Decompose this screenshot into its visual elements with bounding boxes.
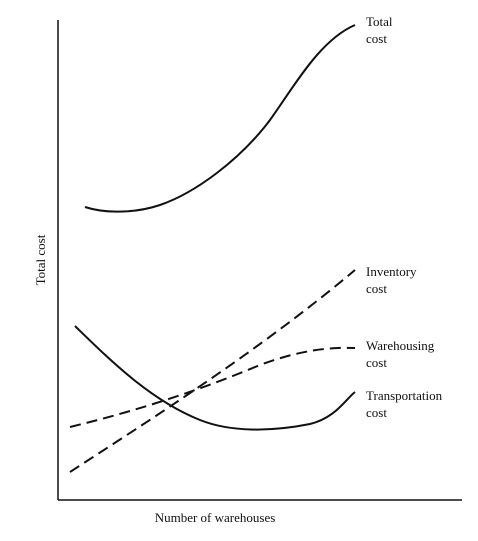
curve-label: Warehousing cost — [366, 338, 435, 370]
curve-label-line: cost — [366, 281, 387, 296]
curve-label-line: cost — [366, 31, 387, 46]
curve-label-line: Transportation — [366, 388, 443, 403]
curve-label: Transportation cost — [366, 388, 443, 420]
y-axis-label: Total cost — [33, 234, 48, 285]
curve-label-line: cost — [366, 405, 387, 420]
total-cost-curve — [84, 24, 356, 213]
transportation-cost-curve — [74, 325, 356, 431]
curve-label-line: Warehousing — [366, 338, 435, 353]
curve-label: Total cost — [366, 14, 393, 46]
x-axis-label: Number of warehouses — [155, 510, 276, 525]
warehousing-cost-curve — [69, 346, 356, 428]
curve-label-line: Inventory — [366, 264, 417, 279]
curve-label-line: cost — [366, 355, 387, 370]
curve-label-line: Total — [366, 14, 393, 29]
inventory-cost-curve — [69, 269, 356, 473]
curve-label: Inventory cost — [366, 264, 417, 296]
